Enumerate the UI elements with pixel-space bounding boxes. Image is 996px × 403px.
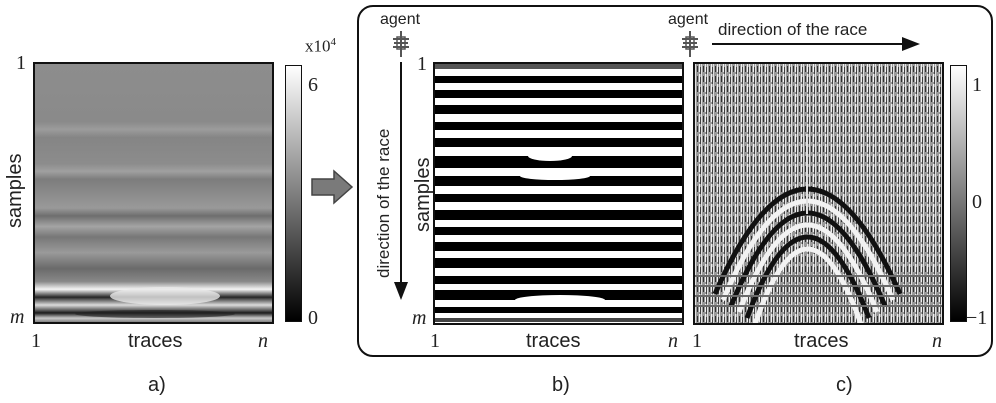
panel-c-x-right-tick: n xyxy=(932,330,942,352)
panel-a-colorbar-multiplier: x104 xyxy=(305,36,336,57)
panel-a-x-right-tick: n xyxy=(258,330,268,352)
caption-c: c) xyxy=(836,374,853,396)
panel-b-agent-label: agent xyxy=(380,11,421,28)
caption-a: a) xyxy=(148,374,166,396)
panel-b-x-right-tick: n xyxy=(668,330,678,352)
panel-a-colorbar-multiplier-base: x10 xyxy=(305,36,331,56)
panel-a-colorbar-min: 0 xyxy=(308,307,318,329)
panel-a-image-svg xyxy=(35,64,272,322)
panel-c-agent-label: agent xyxy=(668,11,709,28)
panel-c-x-axis-label: traces xyxy=(794,330,849,352)
panel-b-x-axis-label: traces xyxy=(526,330,581,352)
panel-b-y-top-tick: 1 xyxy=(417,53,427,75)
caption-b: b) xyxy=(552,374,570,396)
panels-bc-frame xyxy=(357,5,993,357)
transform-arrow-icon xyxy=(311,169,354,205)
panel-a-colorbar-exponent: 4 xyxy=(330,36,337,48)
panel-c-direction-label: direction of the race xyxy=(718,20,868,39)
panel-a-y-axis-label: samples xyxy=(4,153,26,228)
panel-c-colorbar-max: 1 xyxy=(972,74,982,96)
panel-a-x-left-tick: 1 xyxy=(31,330,41,352)
panel-c-colorbar-mid: 0 xyxy=(972,191,982,213)
panel-b-y-axis-label: samples xyxy=(412,157,434,232)
panel-a-y-bottom-tick: m xyxy=(10,306,25,328)
panel-a-colorbar xyxy=(285,65,302,322)
panel-b-x-left-tick: 1 xyxy=(430,330,440,352)
panel-b-y-bottom-tick: m xyxy=(412,307,427,329)
panel-c-colorbar-min: −1 xyxy=(966,307,988,329)
panel-c-direction-arrow-icon xyxy=(712,37,920,51)
panel-b-direction-arrow-icon xyxy=(394,62,408,300)
panel-c-radargram-image xyxy=(693,62,944,325)
panel-c-colorbar xyxy=(950,65,967,322)
panel-a-y-top-tick: 1 xyxy=(16,52,26,74)
panel-c-agent-icon xyxy=(682,31,698,57)
panel-b-agent-icon xyxy=(393,31,409,57)
panel-a-radargram-image xyxy=(33,62,274,324)
panel-a-colorbar-max: 6 xyxy=(308,74,318,96)
panel-a-x-axis-label: traces xyxy=(128,330,183,352)
panel-b-radargram-image xyxy=(433,62,684,325)
panel-c-x-left-tick: 1 xyxy=(692,330,702,352)
panel-b-image-svg xyxy=(435,64,682,323)
panel-c-image-svg xyxy=(695,64,942,323)
panel-b-direction-label: direction of the race xyxy=(374,128,393,278)
